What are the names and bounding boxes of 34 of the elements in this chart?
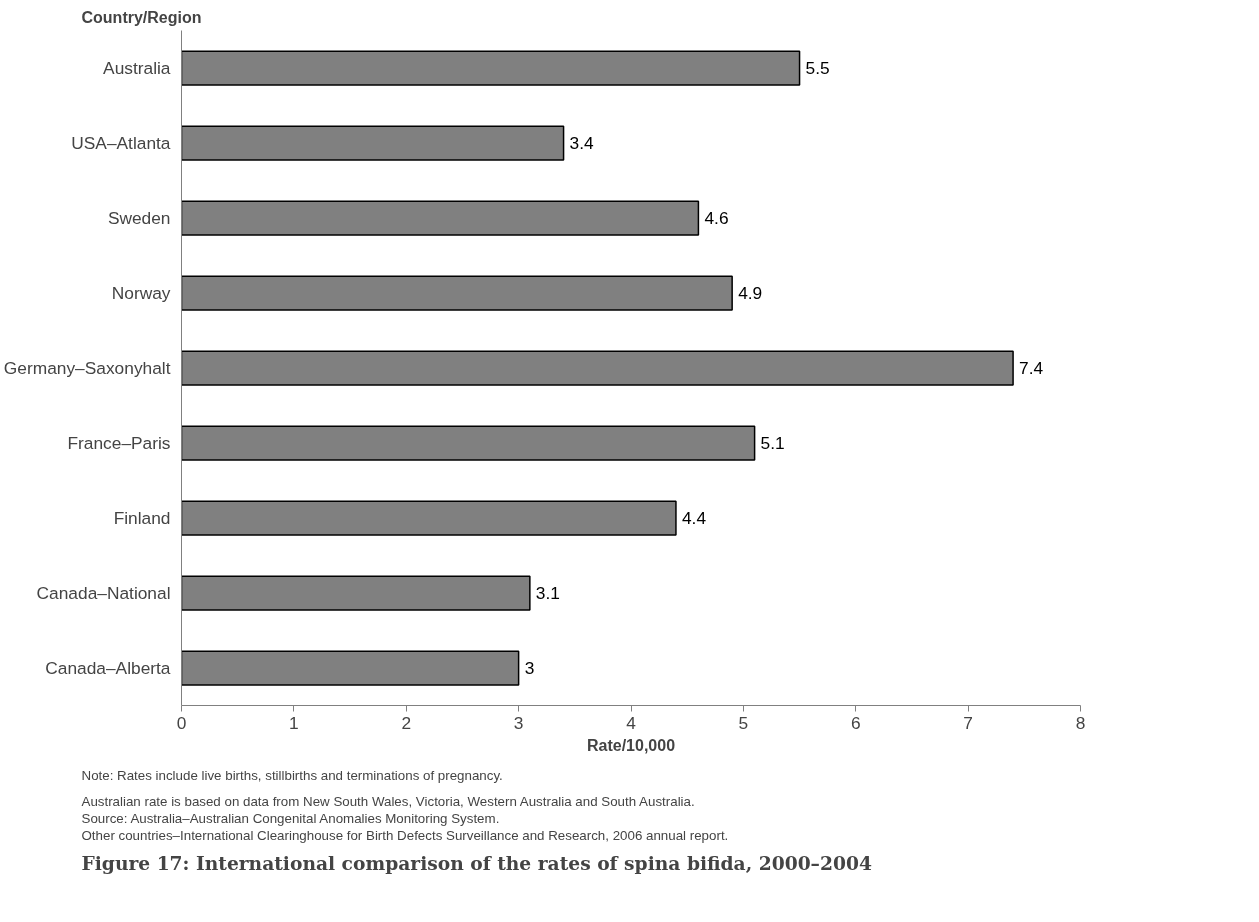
data-label: 4.6 (704, 208, 729, 228)
x-tick-label: 5 (738, 712, 749, 733)
x-tick-label: 8 (1075, 712, 1086, 733)
y-tick-label: Canada–National (36, 583, 171, 603)
x-tick-label: 2 (401, 712, 412, 733)
source-note: Source: Australia–Australian Congenital Anomalies Monitoring System. (81, 810, 500, 826)
y-tick-label: Canada–Alberta (45, 658, 171, 678)
y-tick-label: Sweden (107, 208, 171, 228)
y-tick-label: Finland (113, 508, 171, 528)
data-label: 3.1 (535, 583, 560, 603)
data-label: 5.1 (760, 433, 785, 453)
data-label: 3 (524, 658, 535, 678)
x-tick-label: 0 (176, 712, 187, 733)
x-tick-label: 3 (513, 712, 524, 733)
x-tick-label: 6 (850, 712, 861, 733)
x-tick-label: 1 (289, 712, 299, 733)
text: Australian rate is based on data from New South Wales, Victoria, Western Australia and South Australia. (81, 793, 695, 809)
text: Other countries–International Clearinghouse for Birth Defects Surveillance and Research, 2006 annual report. (81, 827, 729, 843)
y-axis-title: Country/Region (81, 8, 202, 26)
y-tick-label: France–Paris (67, 433, 171, 453)
y-tick-label: Norway (111, 283, 171, 303)
data-label: 7.4 (1019, 358, 1044, 378)
data-label: 4.9 (738, 283, 763, 303)
text: Note: Rates include live births, stillbirths and terminations of pregnancy. (81, 767, 503, 783)
text: Figure 17: International comparison of the rates of spina bifida, 2000–2004 (81, 851, 872, 874)
y-tick-label: USA–Atlanta (71, 133, 171, 153)
y-tick-label: Germany–Saxonyhalt (3, 358, 171, 378)
data-label: 3.4 (569, 133, 595, 153)
data-label: 5.5 (805, 58, 830, 78)
x-tick-label: 4 (626, 712, 637, 733)
data-label: 4.4 (681, 508, 707, 528)
x-tick-label: 7 (963, 712, 973, 733)
x-axis-title: Rate/10,000 (586, 736, 676, 754)
y-tick-label: Australia (103, 58, 171, 78)
